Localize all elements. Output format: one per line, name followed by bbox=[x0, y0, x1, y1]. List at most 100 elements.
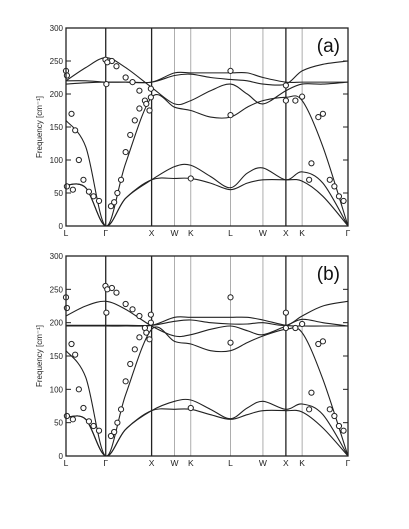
x-path-label: X bbox=[149, 228, 155, 238]
data-point bbox=[63, 183, 71, 190]
data-point bbox=[308, 160, 315, 167]
data-point bbox=[111, 199, 118, 206]
data-point bbox=[187, 404, 194, 412]
data-point bbox=[282, 97, 289, 104]
data-point bbox=[90, 422, 97, 430]
y-tick-label: 300 bbox=[50, 252, 64, 261]
data-point bbox=[136, 105, 143, 112]
x-path-label: W bbox=[171, 458, 179, 468]
data-point bbox=[147, 319, 154, 326]
data-point bbox=[315, 340, 322, 348]
data-point bbox=[306, 406, 313, 413]
data-point bbox=[146, 107, 153, 114]
data-point bbox=[85, 418, 93, 425]
data-point bbox=[147, 85, 154, 92]
y-axis-title: Frequency [cm⁻¹] bbox=[35, 96, 44, 158]
data-point bbox=[326, 406, 333, 413]
data-point bbox=[72, 351, 79, 358]
data-point bbox=[104, 59, 111, 66]
data-point bbox=[136, 334, 143, 341]
data-point bbox=[69, 186, 76, 193]
y-axis-title: Frequency [cm⁻¹] bbox=[35, 325, 44, 387]
data-point bbox=[340, 427, 347, 434]
data-point bbox=[122, 378, 129, 385]
data-point bbox=[75, 156, 82, 164]
data-point bbox=[117, 176, 125, 183]
x-path-label: W bbox=[259, 458, 267, 468]
data-point bbox=[117, 406, 125, 413]
y-tick-label: 150 bbox=[50, 352, 64, 361]
data-point bbox=[114, 419, 121, 426]
data-point bbox=[319, 110, 327, 117]
y-tick-label: 0 bbox=[59, 222, 64, 231]
data-point bbox=[335, 422, 343, 430]
data-point bbox=[80, 404, 87, 412]
x-path-label: L bbox=[64, 458, 69, 468]
data-point bbox=[90, 193, 97, 200]
y-tick-label: 150 bbox=[50, 123, 64, 132]
data-point bbox=[63, 304, 71, 312]
x-path-label: K bbox=[299, 458, 305, 468]
x-path-label: K bbox=[299, 228, 305, 238]
data-point bbox=[331, 412, 338, 420]
y-tick-label: 0 bbox=[59, 452, 64, 461]
data-point bbox=[85, 188, 93, 195]
data-point bbox=[127, 131, 134, 139]
y-tick-label: 100 bbox=[50, 156, 64, 165]
data-point bbox=[69, 416, 76, 423]
branch-line-6 bbox=[66, 316, 348, 327]
data-point bbox=[95, 197, 103, 205]
data-point bbox=[326, 176, 333, 183]
data-point bbox=[292, 97, 299, 104]
data-point bbox=[227, 339, 234, 346]
x-path-label: Γ bbox=[346, 228, 351, 238]
x-path-label: X bbox=[283, 458, 289, 468]
x-path-label: Γ bbox=[346, 458, 351, 468]
y-tick-label: 50 bbox=[54, 189, 63, 198]
y-tick-label: 200 bbox=[50, 319, 64, 328]
data-point bbox=[292, 324, 299, 332]
x-path-label: L bbox=[228, 228, 233, 238]
y-tick-label: 100 bbox=[50, 385, 64, 394]
data-point bbox=[75, 386, 82, 393]
data-point bbox=[331, 183, 338, 190]
data-point bbox=[340, 197, 347, 205]
data-point bbox=[227, 67, 234, 75]
branch-line-1 bbox=[66, 408, 348, 456]
branch-line-2 bbox=[66, 398, 348, 456]
data-point bbox=[68, 340, 75, 348]
data-point bbox=[136, 312, 143, 320]
data-point bbox=[282, 324, 289, 332]
x-path-label: X bbox=[283, 228, 289, 238]
data-point bbox=[107, 432, 115, 440]
data-point bbox=[136, 87, 143, 94]
branch-line-5 bbox=[66, 300, 348, 327]
data-point bbox=[103, 309, 110, 316]
data-point bbox=[103, 81, 110, 88]
data-point bbox=[282, 82, 289, 89]
data-point bbox=[63, 72, 71, 79]
y-tick-label: 250 bbox=[50, 285, 64, 294]
branch-line-2 bbox=[66, 163, 348, 226]
data-point bbox=[122, 74, 129, 81]
branch-line-6 bbox=[66, 71, 348, 85]
data-point bbox=[306, 176, 313, 183]
data-point bbox=[111, 428, 118, 436]
data-point bbox=[131, 346, 138, 353]
data-point bbox=[227, 112, 234, 119]
x-path-label: Γ bbox=[103, 228, 108, 238]
data-point bbox=[80, 176, 87, 183]
data-point bbox=[315, 114, 322, 121]
data-point bbox=[129, 306, 136, 313]
x-path-label: K bbox=[188, 228, 194, 238]
x-path-label: X bbox=[149, 458, 155, 468]
x-path-label: W bbox=[171, 228, 179, 238]
data-point bbox=[95, 427, 103, 434]
data-point bbox=[335, 193, 343, 200]
data-point bbox=[227, 294, 234, 301]
x-path-label: L bbox=[64, 228, 69, 238]
data-point bbox=[282, 309, 289, 316]
branch-line-1 bbox=[66, 177, 348, 226]
data-point bbox=[187, 175, 194, 182]
